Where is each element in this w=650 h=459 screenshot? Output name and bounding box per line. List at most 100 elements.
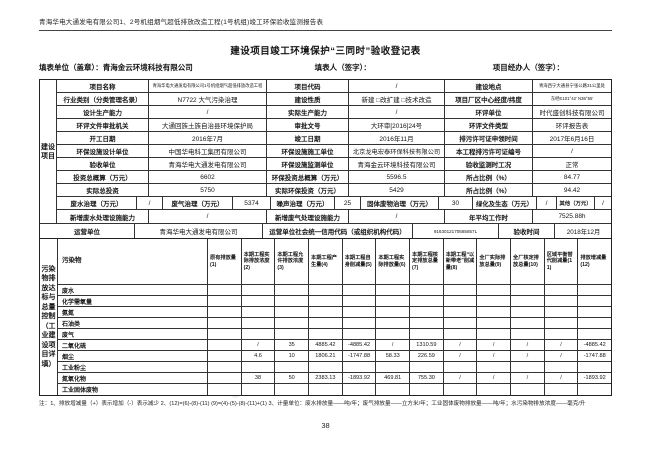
pollutant-value xyxy=(511,296,545,307)
info-label: 项目代码 xyxy=(267,80,349,93)
pollutant-row: 废水 xyxy=(58,285,612,296)
pollutant-value xyxy=(208,318,242,329)
info-value: 青海华电大通发电有限公司1号机组烟气超低排放改造工程 xyxy=(149,80,267,93)
info-value: / xyxy=(349,210,445,223)
info-value: 6602 xyxy=(149,171,267,184)
pollutant-value xyxy=(275,296,310,307)
pollutant-value: -4885.42 xyxy=(578,340,612,351)
info-value: / xyxy=(349,80,445,93)
pollutant-value: -1893.92 xyxy=(578,373,612,384)
pollutant-name: 废水 xyxy=(58,285,208,296)
pollutant-value xyxy=(309,384,343,395)
pollutant-value xyxy=(376,362,411,373)
pollutant-value xyxy=(376,296,411,307)
pollutant-value xyxy=(343,384,377,395)
pollutant-value: 1310.59 xyxy=(410,340,444,351)
pollutant-value xyxy=(242,384,276,395)
info-value: / xyxy=(595,197,611,210)
info-label: 废气治理（万元） xyxy=(163,197,233,210)
footnote: 注：1、排放增减量（+）表示增加（-）表示减少 2、(12)=(6)-(8)-(… xyxy=(39,401,586,407)
pollutant-value xyxy=(208,384,242,395)
pollutant-value: 35 xyxy=(275,340,310,351)
info-value: 时代盛创科技有限公司 xyxy=(533,106,611,119)
pollutant-value xyxy=(309,307,343,318)
pollutant-column-header: 本期工程产生量(4) xyxy=(309,239,343,285)
pollutant-value xyxy=(275,307,310,318)
pollutant-column-header: 本期工程实际排放浓度(2) xyxy=(241,239,276,285)
pollutant-column-header: 全厂核定排放总量(10) xyxy=(511,239,545,285)
pollutant-value xyxy=(241,318,276,329)
pollutant-name: 烟尘 xyxy=(58,351,208,362)
pollutant-value: 1806.21 xyxy=(309,351,343,362)
pollutant-value: / xyxy=(511,351,545,362)
info-row: 验收单位 青海华电大通发电有限公司 环保设施监测单位 青海金云环境科技有限公司 验收监测… xyxy=(57,158,611,171)
pollutant-value: -1747.88 xyxy=(342,351,377,362)
pollutant-value: 226.59 xyxy=(410,351,444,362)
info-value: 84.77 xyxy=(533,171,611,184)
pollutant-value xyxy=(544,285,579,296)
info-value: 7525.88h xyxy=(558,213,586,220)
pollutant-name: 废气 xyxy=(58,329,208,340)
pollutant-name: 工业固体废物 xyxy=(58,384,208,395)
info-value: 5429 xyxy=(349,184,445,197)
info-value: / xyxy=(537,197,557,210)
info-row: 废水治理（万元） / 废气治理（万元） 5374 噪声治理（万元） 25 固体废物治理（万元… xyxy=(57,197,611,210)
pollutant-value xyxy=(376,285,411,296)
pollutant-value xyxy=(511,307,545,318)
pollutant-value xyxy=(208,296,242,307)
info-value: 东经E101°42′ N36°55′ xyxy=(533,93,611,106)
info-label: 噪声治理（万元） xyxy=(271,197,335,210)
pollutant-value xyxy=(410,285,444,296)
info-label: 运营单位 xyxy=(40,224,135,238)
pollutant-value xyxy=(578,329,612,340)
pollutant-value xyxy=(443,285,478,296)
info-value: 环评报告表 xyxy=(533,119,611,132)
pollutant-value xyxy=(208,329,242,340)
info-label: 验收时间 xyxy=(499,224,555,238)
pollutant-value: 2383.13 xyxy=(309,373,343,384)
info-value: 正常 xyxy=(533,158,611,171)
info-row: 环评文件审批机关 大通回族土族自治县环境保护局 审批文号 大环审[2016]24号 环评… xyxy=(57,119,611,132)
pollutant-value xyxy=(477,329,512,340)
info-label: 实际环保投资（万元） xyxy=(267,184,349,197)
pollutant-row: 化学需氧量 xyxy=(58,296,612,307)
pollutant-value xyxy=(342,296,377,307)
signature-line: 填表单位（盖章）：青海金云环境科技有限公司 填表人（签字）： 项目经办人（签字）… xyxy=(39,62,612,73)
pollutant-value: 38 xyxy=(241,373,276,384)
info-label: 固体废物治理（万元） xyxy=(361,197,439,210)
info-value: 2018年12月 xyxy=(566,228,601,236)
pollutant-value xyxy=(443,329,478,340)
info-value: 大环审[2016]24号 xyxy=(349,119,445,132)
info-value: 5750 xyxy=(149,184,267,197)
info-label: 项目厂区中心经度/纬度 xyxy=(445,93,533,106)
info-row: 新增废水处理设施能力 / 新增废气处理设施能力 / 年平均工作时 7525.88h xyxy=(57,210,611,223)
fill-unit-label: 填表单位（盖章）：青海金云环境科技有限公司 xyxy=(39,63,193,72)
pollutant-value xyxy=(208,362,242,373)
pollutant-value: / xyxy=(544,373,579,384)
pollutant-value xyxy=(309,362,343,373)
info-value: 9163012170585857L xyxy=(413,224,499,238)
pollutant-value xyxy=(241,362,276,373)
pollutant-value xyxy=(444,384,478,395)
pollutant-value xyxy=(511,384,545,395)
info-value: / xyxy=(149,210,267,223)
pollutant-value xyxy=(578,318,612,329)
pollutant-column-header: 原有排放量(1) xyxy=(208,239,242,285)
pollutant-rows: 废水 化学需氧量 氨氮 石油类 废气 二氧化硫/35 4885.42 -4885.42/131… xyxy=(58,285,612,395)
pollutant-value xyxy=(208,351,242,362)
pollutant-value xyxy=(241,329,276,340)
pollutant-value: / xyxy=(544,340,579,351)
pollutant-value: 469.81 xyxy=(376,373,411,384)
info-value: 2016年7月 xyxy=(149,132,267,145)
info-label: 验收监测时工况 xyxy=(445,158,533,171)
pollutant-value xyxy=(208,307,242,318)
pollutant-value xyxy=(477,285,512,296)
info-value: 北京龙电宏泰环保科技有限公司 xyxy=(349,145,445,158)
pollutant-column-header: 区域平衡替代削减量(11) xyxy=(544,239,579,285)
info-label: 行业类别（分类管理名录） xyxy=(57,93,149,106)
pollutant-value: / xyxy=(477,351,512,362)
info-label: 环保设施施工单位 xyxy=(267,145,349,158)
pollutant-value: 58.33 xyxy=(376,351,411,362)
pollutant-row: 氨氮 xyxy=(58,307,612,318)
pollutant-table: 污染物排放达标与总量控制（工业建设项目详填） 污染物 原有排放量(1) 本期工程实际… xyxy=(39,239,612,396)
